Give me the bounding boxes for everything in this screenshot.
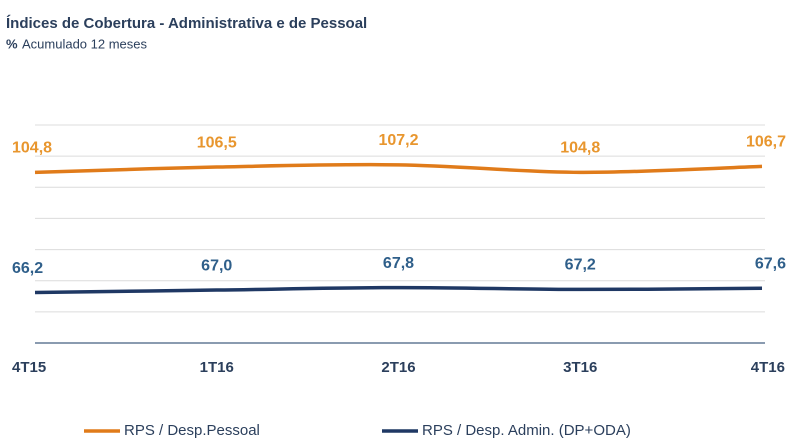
legend-label: RPS / Desp. Admin. (DP+ODA)	[422, 422, 631, 439]
line	[34, 285, 763, 295]
data-label: 107,2	[378, 132, 418, 149]
x-tick-label: 2T16	[381, 359, 415, 376]
x-tick-label: 4T16	[751, 359, 785, 376]
data-label: 67,6	[755, 255, 786, 272]
line	[34, 162, 763, 175]
unit: %	[6, 36, 18, 51]
legend-label: RPS / Desp.Pessoal	[124, 422, 260, 439]
chart-subtitle: Acumulado 12 meses	[22, 36, 148, 51]
data-label: 104,8	[12, 140, 52, 157]
data-label: 66,2	[12, 260, 43, 277]
data-label: 67,2	[565, 257, 596, 274]
data-label: 67,0	[201, 257, 232, 274]
x-tick-label: 3T16	[563, 359, 597, 376]
data-label: 104,8	[560, 140, 600, 157]
x-tick-label: 1T16	[200, 359, 234, 376]
data-label: 67,8	[383, 255, 414, 272]
chart-title: Índices de Cobertura - Administrativa e …	[6, 15, 367, 32]
data-label: 106,7	[746, 134, 786, 151]
x-tick-label: 4T15	[12, 359, 46, 376]
data-label: 106,5	[197, 134, 237, 151]
